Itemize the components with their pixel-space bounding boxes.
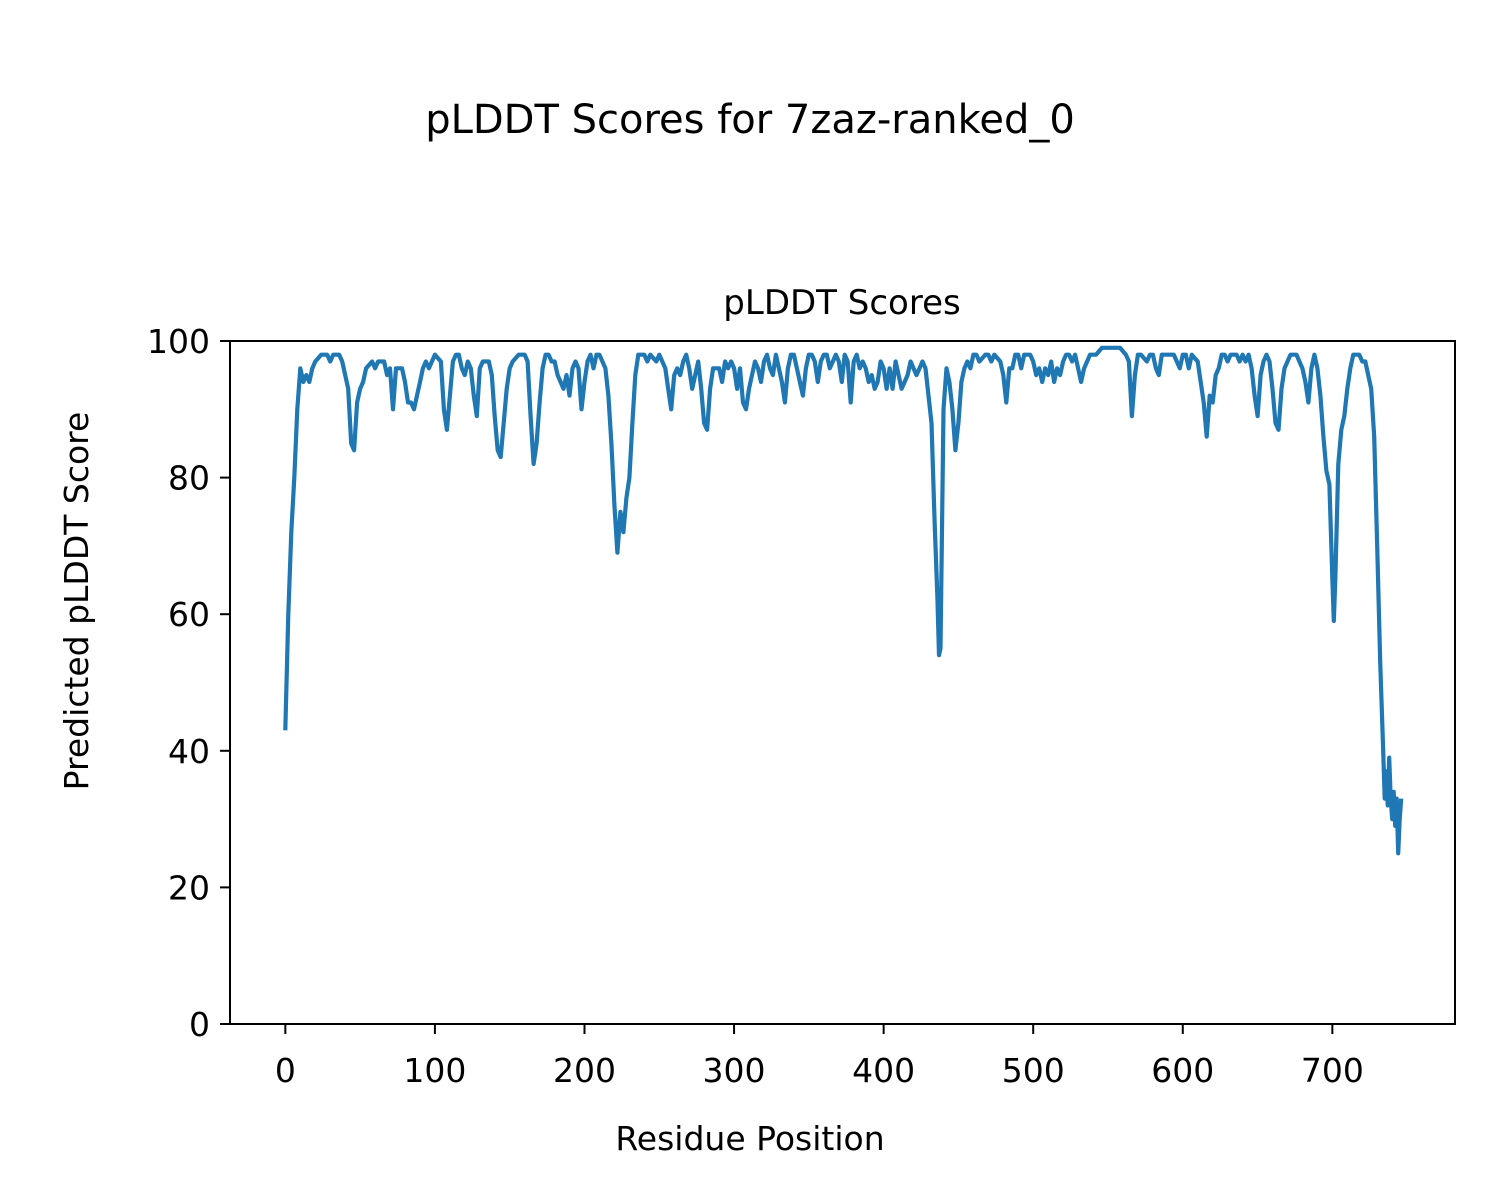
y-tick-label: 0 bbox=[189, 1005, 210, 1044]
y-axis-label: Predicted pLDDT Score bbox=[57, 412, 96, 791]
x-tick-label: 600 bbox=[1151, 1051, 1214, 1090]
x-tick-label: 200 bbox=[553, 1051, 616, 1090]
x-tick-label: 400 bbox=[852, 1051, 915, 1090]
x-tick-label: 0 bbox=[275, 1051, 296, 1090]
x-tick-label: 300 bbox=[703, 1051, 766, 1090]
y-tick-label: 40 bbox=[168, 732, 210, 771]
y-tick-label: 100 bbox=[147, 322, 210, 361]
y-tick-label: 60 bbox=[168, 595, 210, 634]
y-tick-label: 80 bbox=[168, 459, 210, 498]
figure-suptitle: pLDDT Scores for 7zaz-ranked_0 bbox=[425, 97, 1075, 143]
x-tick-label: 500 bbox=[1002, 1051, 1065, 1090]
plddt-series-line-0 bbox=[283, 345, 1404, 856]
x-axis-label: Residue Position bbox=[615, 1119, 884, 1158]
x-tick-label: 100 bbox=[403, 1051, 466, 1090]
x-tick-label: 700 bbox=[1301, 1051, 1364, 1090]
y-tick-label: 20 bbox=[168, 868, 210, 907]
axes-frame bbox=[229, 340, 1456, 1025]
axes-title: pLDDT Scores bbox=[723, 283, 960, 323]
plot-area: 0 100 200 300 400 500 600 700 0 20 40 60 80 100 bbox=[147, 322, 1456, 1090]
